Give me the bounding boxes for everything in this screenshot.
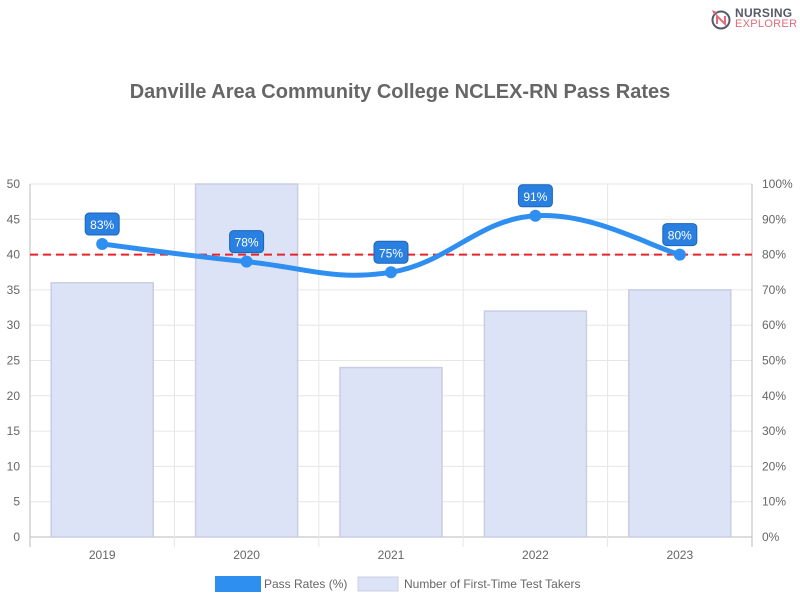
logo: NURSING EXPLORER [710, 6, 798, 30]
y-right-tick-label: 40% [762, 389, 786, 403]
pass-rate-point-2023 [673, 248, 686, 261]
y-left-tick-label: 40 [7, 248, 21, 262]
x-tick-label: 2020 [233, 548, 260, 562]
data-label-box [662, 223, 698, 247]
legend-label-test-takers: Number of First-Time Test Takers [404, 577, 580, 591]
x-tick-label: 2023 [666, 548, 693, 562]
y-right-tick-label: 80% [762, 248, 786, 262]
y-left-tick-label: 25 [7, 354, 21, 368]
chart-title: Danville Area Community College NCLEX-RN… [129, 81, 671, 103]
y-left-tick-label: 45 [7, 212, 21, 226]
y-left-tick-label: 5 [13, 495, 20, 509]
pass-rate-point-2019 [96, 238, 109, 251]
data-label-box [373, 240, 409, 264]
x-tick-label: 2022 [522, 548, 549, 562]
pass-rate-point-2021 [385, 266, 397, 279]
y-left-tick-label: 35 [7, 283, 21, 297]
y-right-tick-label: 30% [762, 424, 786, 438]
y-right-tick-label: 0% [762, 530, 780, 544]
data-label: 83% [90, 218, 114, 232]
y-left-tick-label: 20 [7, 389, 21, 403]
y-right-tick-label: 20% [762, 459, 786, 473]
y-left-tick-label: 0 [13, 530, 20, 544]
data-label-box [229, 230, 265, 254]
y-right-tick-label: 50% [762, 354, 786, 368]
logo-text-1: NURSING [735, 6, 793, 20]
y-right-tick-label: 90% [762, 212, 786, 226]
y-left-tick-label: 50 [7, 177, 21, 191]
y-left-tick-label: 15 [7, 424, 21, 438]
logo-text-2: EXPLORER [735, 18, 798, 30]
bar-2021 [339, 366, 443, 538]
legend-label-pass-rates: Pass Rates (%) [264, 577, 347, 591]
data-label-box [517, 184, 553, 208]
pass-rate-point-2020 [240, 255, 253, 268]
data-label: 91% [523, 190, 547, 204]
y-right-tick-label: 70% [762, 283, 786, 297]
data-label: 78% [235, 236, 259, 250]
nursing-explorer-logo-icon [711, 10, 731, 30]
y-right-tick-label: 60% [762, 318, 786, 332]
y-left-tick-label: 10 [7, 459, 21, 473]
pass-rate-point-2022 [529, 209, 542, 222]
legend-swatch-pass-rates [215, 576, 261, 592]
data-label-box [84, 212, 120, 236]
data-label: 75% [379, 246, 403, 260]
legend-swatch-test-takers [357, 576, 399, 592]
bar-2019 [50, 282, 154, 538]
data-label: 80% [668, 229, 692, 243]
bar-2022 [483, 310, 588, 538]
y-right-tick-label: 10% [762, 495, 786, 509]
bar-2023 [628, 289, 732, 538]
y-right-tick-label: 100% [762, 177, 793, 191]
x-tick-label: 2021 [378, 548, 405, 562]
y-left-tick-label: 30 [7, 318, 21, 332]
x-tick-label: 2019 [89, 548, 116, 562]
